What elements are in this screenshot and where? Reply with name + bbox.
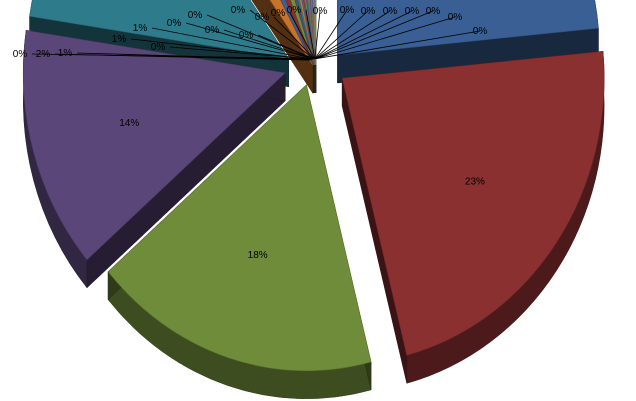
pie-leader-line-25	[315, 30, 481, 60]
pie-leader-line-19	[314, 9, 348, 59]
pie-leader-line-15	[273, 16, 315, 60]
pie-data-label-10: 0%	[167, 18, 182, 29]
pie-data-label-6: 1%	[58, 48, 73, 59]
pie-data-label-23: 0%	[426, 6, 441, 17]
pie-data-label-3: 14%	[119, 118, 139, 129]
pie-slice-13	[303, 0, 316, 65]
pie-data-label-13: 0%	[231, 5, 246, 16]
pie-slice-3	[22, 30, 286, 261]
pie-data-label-26: 0%	[13, 49, 28, 60]
pie-leader-line-12	[223, 29, 314, 60]
pie-data-label-11: 0%	[188, 10, 203, 21]
pie-data-label-19: 0%	[340, 5, 355, 16]
pie-data-label-22: 0%	[405, 6, 420, 17]
pie-slice-8	[290, 0, 315, 65]
pie-leader-line-10	[185, 22, 314, 60]
pie-slice-11	[299, 0, 315, 65]
pie-leader-line-11	[206, 14, 314, 60]
pie-slice-0	[337, 0, 599, 56]
pie-data-label-24: 0%	[448, 12, 463, 23]
pie-data-label-12: 0%	[205, 25, 220, 36]
pie-data-label-14: 0%	[239, 30, 254, 41]
pie-slice-face-5-1	[266, 0, 314, 94]
pie-data-label-8: 1%	[133, 23, 148, 34]
pie-leader-line-20	[314, 10, 369, 60]
pie-data-label-20: 0%	[361, 6, 376, 17]
pie-slice-2	[107, 84, 372, 372]
pie-data-label-2: 18%	[248, 250, 268, 261]
pie-data-label-7: 1%	[112, 34, 127, 45]
pie-leader-line-17	[305, 9, 316, 59]
pie-data-label-17: 0%	[287, 5, 302, 16]
pie-leader-line-24	[315, 16, 456, 60]
pie-leader-line-26	[31, 53, 316, 60]
pie-top-layer	[22, 0, 605, 372]
pie-data-label-25: 0%	[473, 26, 488, 37]
pie-data-label-15: 0%	[255, 12, 270, 23]
pie-leader-line-21	[315, 10, 391, 60]
pie-slice-16	[307, 0, 316, 65]
pie-label-layer: 24%23%18%14%13%2%1%1%1%0%0%0%0%0%0%0%0%0…	[13, 5, 488, 261]
pie-slice-12	[301, 0, 316, 65]
pie-leader-line-18	[314, 10, 321, 59]
pie-slice-5	[269, 0, 314, 66]
pie-leader-line-8	[151, 27, 313, 60]
pie-data-label-18: 0%	[313, 6, 328, 17]
pie-leader-line-9	[169, 46, 313, 60]
pie-data-label-1: 23%	[465, 176, 485, 187]
pie-slice-1	[341, 51, 605, 356]
pie-data-label-9: 0%	[151, 42, 166, 53]
pie-data-label-21: 0%	[383, 6, 398, 17]
pie-slice-10	[297, 0, 315, 65]
pie-leader-line-13	[249, 9, 315, 60]
pie-leader-line-16	[289, 12, 315, 59]
pie-data-label-16: 0%	[271, 8, 286, 19]
pie-leader-line-23	[315, 10, 434, 60]
pie-leader-line-14	[257, 34, 315, 60]
pie-leader-line-22	[315, 10, 413, 60]
